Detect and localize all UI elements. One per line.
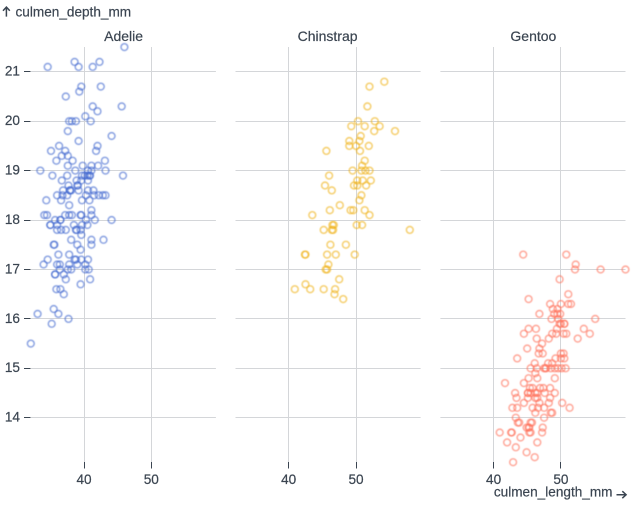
svg-text:50: 50 <box>553 472 569 487</box>
svg-text:Chinstrap: Chinstrap <box>298 28 358 44</box>
svg-text:40: 40 <box>281 472 297 487</box>
svg-text:40: 40 <box>76 472 92 487</box>
svg-text:18: 18 <box>5 212 20 227</box>
svg-text:50: 50 <box>348 472 364 487</box>
svg-text:20: 20 <box>5 113 21 128</box>
svg-text:culmen_depth_mm: culmen_depth_mm <box>16 5 132 20</box>
svg-text:17: 17 <box>5 261 20 276</box>
svg-text:14: 14 <box>5 410 21 425</box>
svg-text:15: 15 <box>5 360 20 375</box>
svg-text:16: 16 <box>5 311 20 326</box>
svg-text:culmen_length_mm: culmen_length_mm <box>494 484 613 499</box>
svg-text:21: 21 <box>5 64 20 79</box>
svg-text:Adelie: Adelie <box>104 28 143 44</box>
svg-text:50: 50 <box>144 472 160 487</box>
svg-text:19: 19 <box>5 163 20 178</box>
svg-text:40: 40 <box>486 472 502 487</box>
svg-text:Gentoo: Gentoo <box>510 28 556 44</box>
